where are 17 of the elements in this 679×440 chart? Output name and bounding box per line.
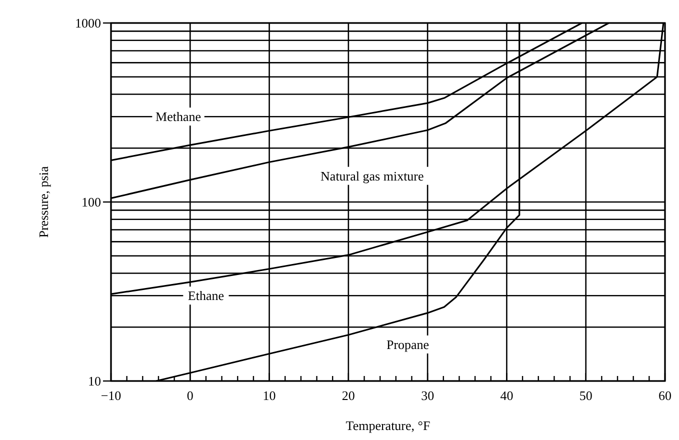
x-tick-label: 60 xyxy=(658,388,672,403)
x-tick-label: 30 xyxy=(421,388,434,403)
y-axis-title: Pressure, psia xyxy=(36,166,51,238)
x-tick-label: 0 xyxy=(186,388,194,403)
x-tick-label: 40 xyxy=(500,388,514,403)
series-label: Natural gas mixture xyxy=(320,168,424,184)
x-axis-title: Temperature, °F xyxy=(346,418,430,433)
x-tick-label: 50 xyxy=(579,388,592,403)
series-label: Propane xyxy=(386,336,430,352)
x-tick-label: −10 xyxy=(100,388,122,403)
y-tick-label: 1000 xyxy=(75,16,101,30)
y-tick-label: 10 xyxy=(88,374,101,388)
series-label: Ethane xyxy=(188,288,224,304)
x-tick-label: 20 xyxy=(342,388,355,403)
x-tick-label: 10 xyxy=(262,388,276,403)
y-tick-label: 100 xyxy=(82,194,101,210)
series-label: Methane xyxy=(156,109,202,124)
